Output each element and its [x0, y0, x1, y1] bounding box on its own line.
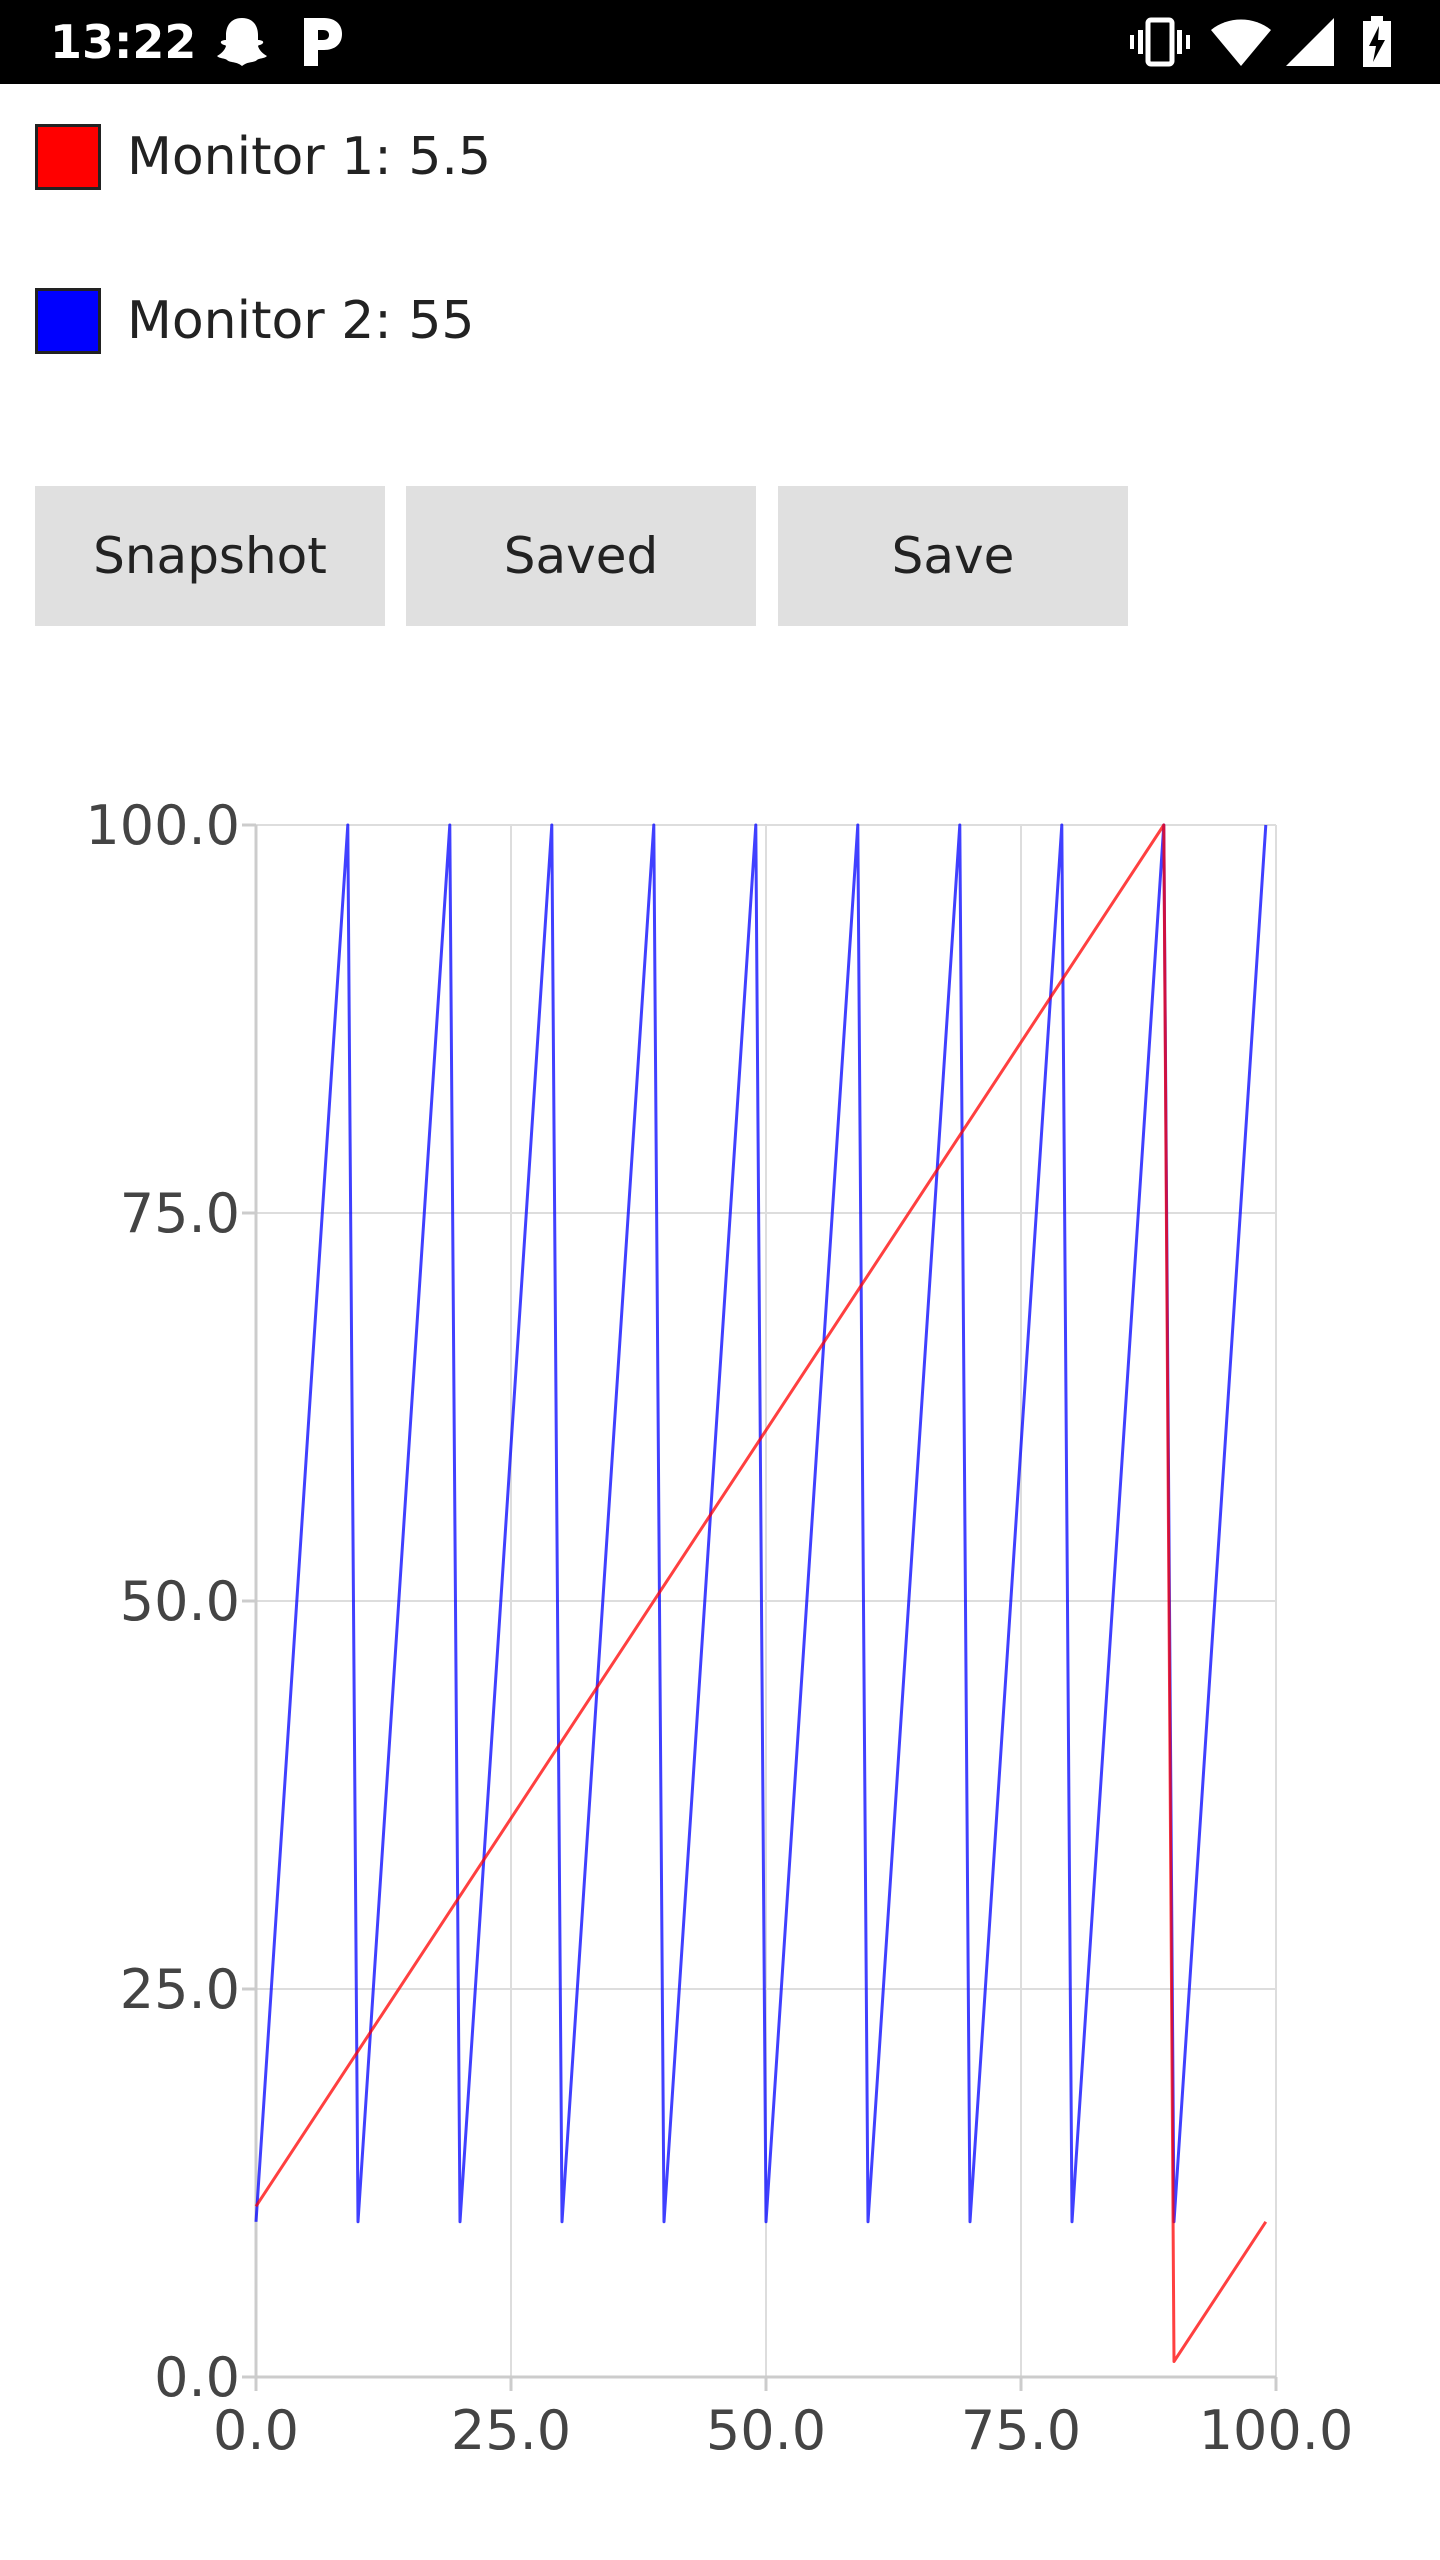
legend-label-monitor-1: Monitor 1: 5.5 — [127, 127, 492, 187]
battery-charging-icon — [1362, 16, 1392, 72]
x-tick-label: 0.0 — [213, 2399, 299, 2462]
x-tick-label: 100.0 — [1199, 2399, 1354, 2462]
y-tick-label: 25.0 — [120, 1958, 240, 2021]
series-line-monitor-1 — [254, 823, 1268, 2363]
chart-axes — [242, 823, 1278, 2391]
y-tick-label: 75.0 — [120, 1182, 240, 1245]
cell-signal-icon — [1284, 16, 1336, 72]
save-button[interactable]: Save — [778, 486, 1128, 626]
y-tick-label: 100.0 — [85, 794, 240, 857]
status-bar: 13:22 — [0, 0, 1440, 84]
status-time: 13:22 — [50, 15, 197, 69]
chart-tick-labels: 0.0 25.0 50.0 75.0 100.0 0.0 25.0 50.0 75.0 100.0 — [85, 794, 1353, 2462]
legend-swatch-monitor-1 — [35, 124, 101, 190]
legend-label-monitor-2: Monitor 2: 55 — [127, 291, 475, 351]
wifi-icon — [1210, 16, 1272, 72]
y-tick-label: 50.0 — [120, 1570, 240, 1633]
saved-button[interactable]: Saved — [406, 486, 756, 626]
chart-series — [254, 823, 1268, 2363]
snapshot-button[interactable]: Snapshot — [35, 486, 385, 626]
line-chart: 0.0 25.0 50.0 75.0 100.0 0.0 25.0 50.0 75.0 100.0 — [85, 794, 1353, 2462]
vibrate-icon — [1130, 16, 1190, 72]
y-tick-label: 0.0 — [154, 2346, 240, 2409]
pandora-p-icon — [300, 16, 344, 72]
x-tick-label: 25.0 — [451, 2399, 571, 2462]
snapchat-ghost-icon — [214, 16, 270, 72]
x-tick-label: 75.0 — [961, 2399, 1081, 2462]
series-line-monitor-2 — [254, 823, 1268, 2224]
legend-swatch-monitor-2 — [35, 288, 101, 354]
x-tick-label: 50.0 — [706, 2399, 826, 2462]
